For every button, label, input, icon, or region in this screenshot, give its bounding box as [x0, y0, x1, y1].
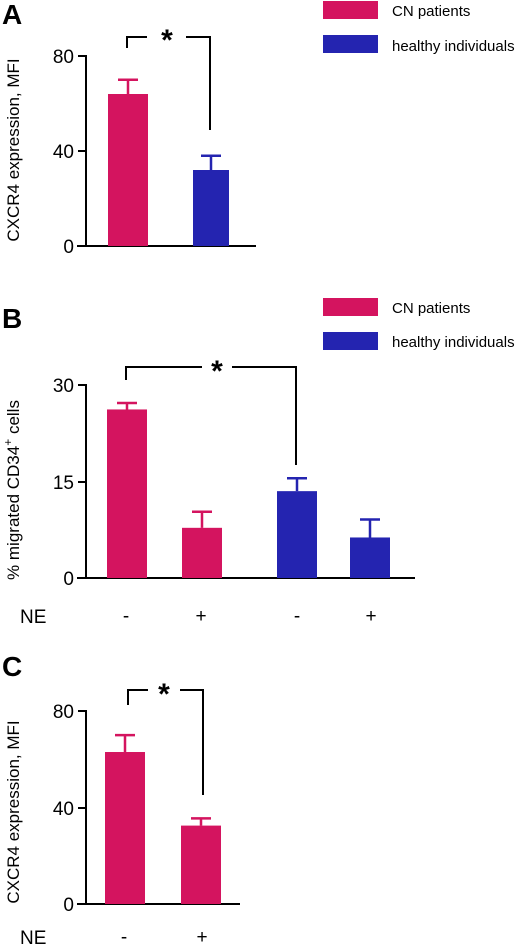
- panel-c-ytick-label-80: 80: [53, 702, 74, 723]
- panel-b-ytick-label-30: 30: [53, 376, 74, 397]
- panel-a: A CXCR4 expression, MFI 80 40 0 * CN pat…: [2, 0, 515, 258]
- panel-c-xtick-1: -: [121, 927, 127, 947]
- panel-b-errorbar-2: [192, 510, 212, 528]
- panel-a-ytick-label-0: 0: [63, 237, 74, 258]
- panel-b-legend-swatch-healthy: [323, 332, 378, 350]
- panel-b-legend-label-healthy: healthy individuals: [392, 334, 515, 351]
- panel-a-legend-swatch-healthy: [323, 35, 378, 53]
- panel-b-ytick-label-0: 0: [63, 569, 74, 590]
- panel-c-significance-bracket: [127, 689, 204, 795]
- panel-c-errorbar-2: [191, 817, 211, 826]
- panel-b-xtick-2: +: [195, 606, 206, 627]
- panel-a-errorbar-2: [201, 154, 221, 170]
- panel-b-xtick-4: +: [365, 606, 376, 627]
- panel-a-significance-bracket: [126, 36, 211, 130]
- panel-c-ylabel: CXCR4 expression, MFI: [4, 720, 23, 903]
- panel-a-errorbar-1: [118, 78, 138, 94]
- panel-c-significance-star: *: [158, 678, 170, 711]
- panel-b-bar-4: [350, 537, 390, 578]
- panel-c-xtick-2: +: [196, 927, 207, 947]
- panel-b-xtick-3: -: [294, 606, 300, 627]
- panel-b-letter: B: [2, 303, 22, 334]
- panel-a-significance-star: *: [161, 24, 173, 57]
- panel-a-ytick-label-40: 40: [53, 142, 74, 163]
- panel-b-bar-1: [107, 409, 147, 578]
- panel-c-ne-label: NE: [20, 928, 46, 947]
- panel-a-ylabel: CXCR4 expression, MFI: [4, 58, 23, 241]
- panel-c: C CXCR4 expression, MFI 80 40 0 * NE - +: [2, 651, 240, 947]
- panel-a-ytick-label-80: 80: [53, 47, 74, 68]
- panel-b-legend-label-cn: CN patients: [392, 300, 470, 317]
- panel-b-legend-swatch-cn: [323, 298, 378, 316]
- panel-b-ytick-label-15: 15: [53, 473, 74, 494]
- panel-b-bars: [107, 401, 390, 578]
- panel-b-errorbar-3: [287, 477, 307, 492]
- panel-b-bar-2: [182, 527, 222, 578]
- panel-c-bar-2: [181, 825, 221, 904]
- panel-c-ytick-label-40: 40: [53, 799, 74, 820]
- panel-b: B % migrated CD34+ cells 30 15 0 * NE - …: [1, 298, 515, 628]
- panel-b-errorbar-4: [360, 518, 380, 538]
- panel-a-bar-2: [193, 170, 229, 246]
- panel-a-bars: [108, 78, 229, 246]
- panel-c-letter: C: [2, 651, 22, 682]
- panel-b-errorbar-1: [117, 401, 137, 410]
- panel-b-bar-3: [277, 491, 317, 578]
- panel-a-legend-swatch-cn: [323, 1, 378, 19]
- panel-b-significance-star: *: [211, 355, 223, 388]
- panel-a-bar-1: [108, 94, 148, 246]
- panel-b-ne-label: NE: [20, 607, 46, 628]
- panel-c-bars: [105, 733, 221, 904]
- panel-a-legend-label-healthy: healthy individuals: [392, 38, 515, 55]
- panel-c-ytick-label-0: 0: [63, 895, 74, 916]
- panel-c-errorbar-1: [115, 733, 135, 753]
- panel-a-legend-label-cn: CN patients: [392, 3, 470, 20]
- panel-c-bar-1: [105, 752, 145, 904]
- panel-b-xtick-1: -: [123, 606, 129, 627]
- panel-a-letter: A: [2, 0, 22, 30]
- panel-b-ylabel: % migrated CD34+ cells: [1, 400, 23, 580]
- panel-b-significance-bracket: [125, 366, 297, 465]
